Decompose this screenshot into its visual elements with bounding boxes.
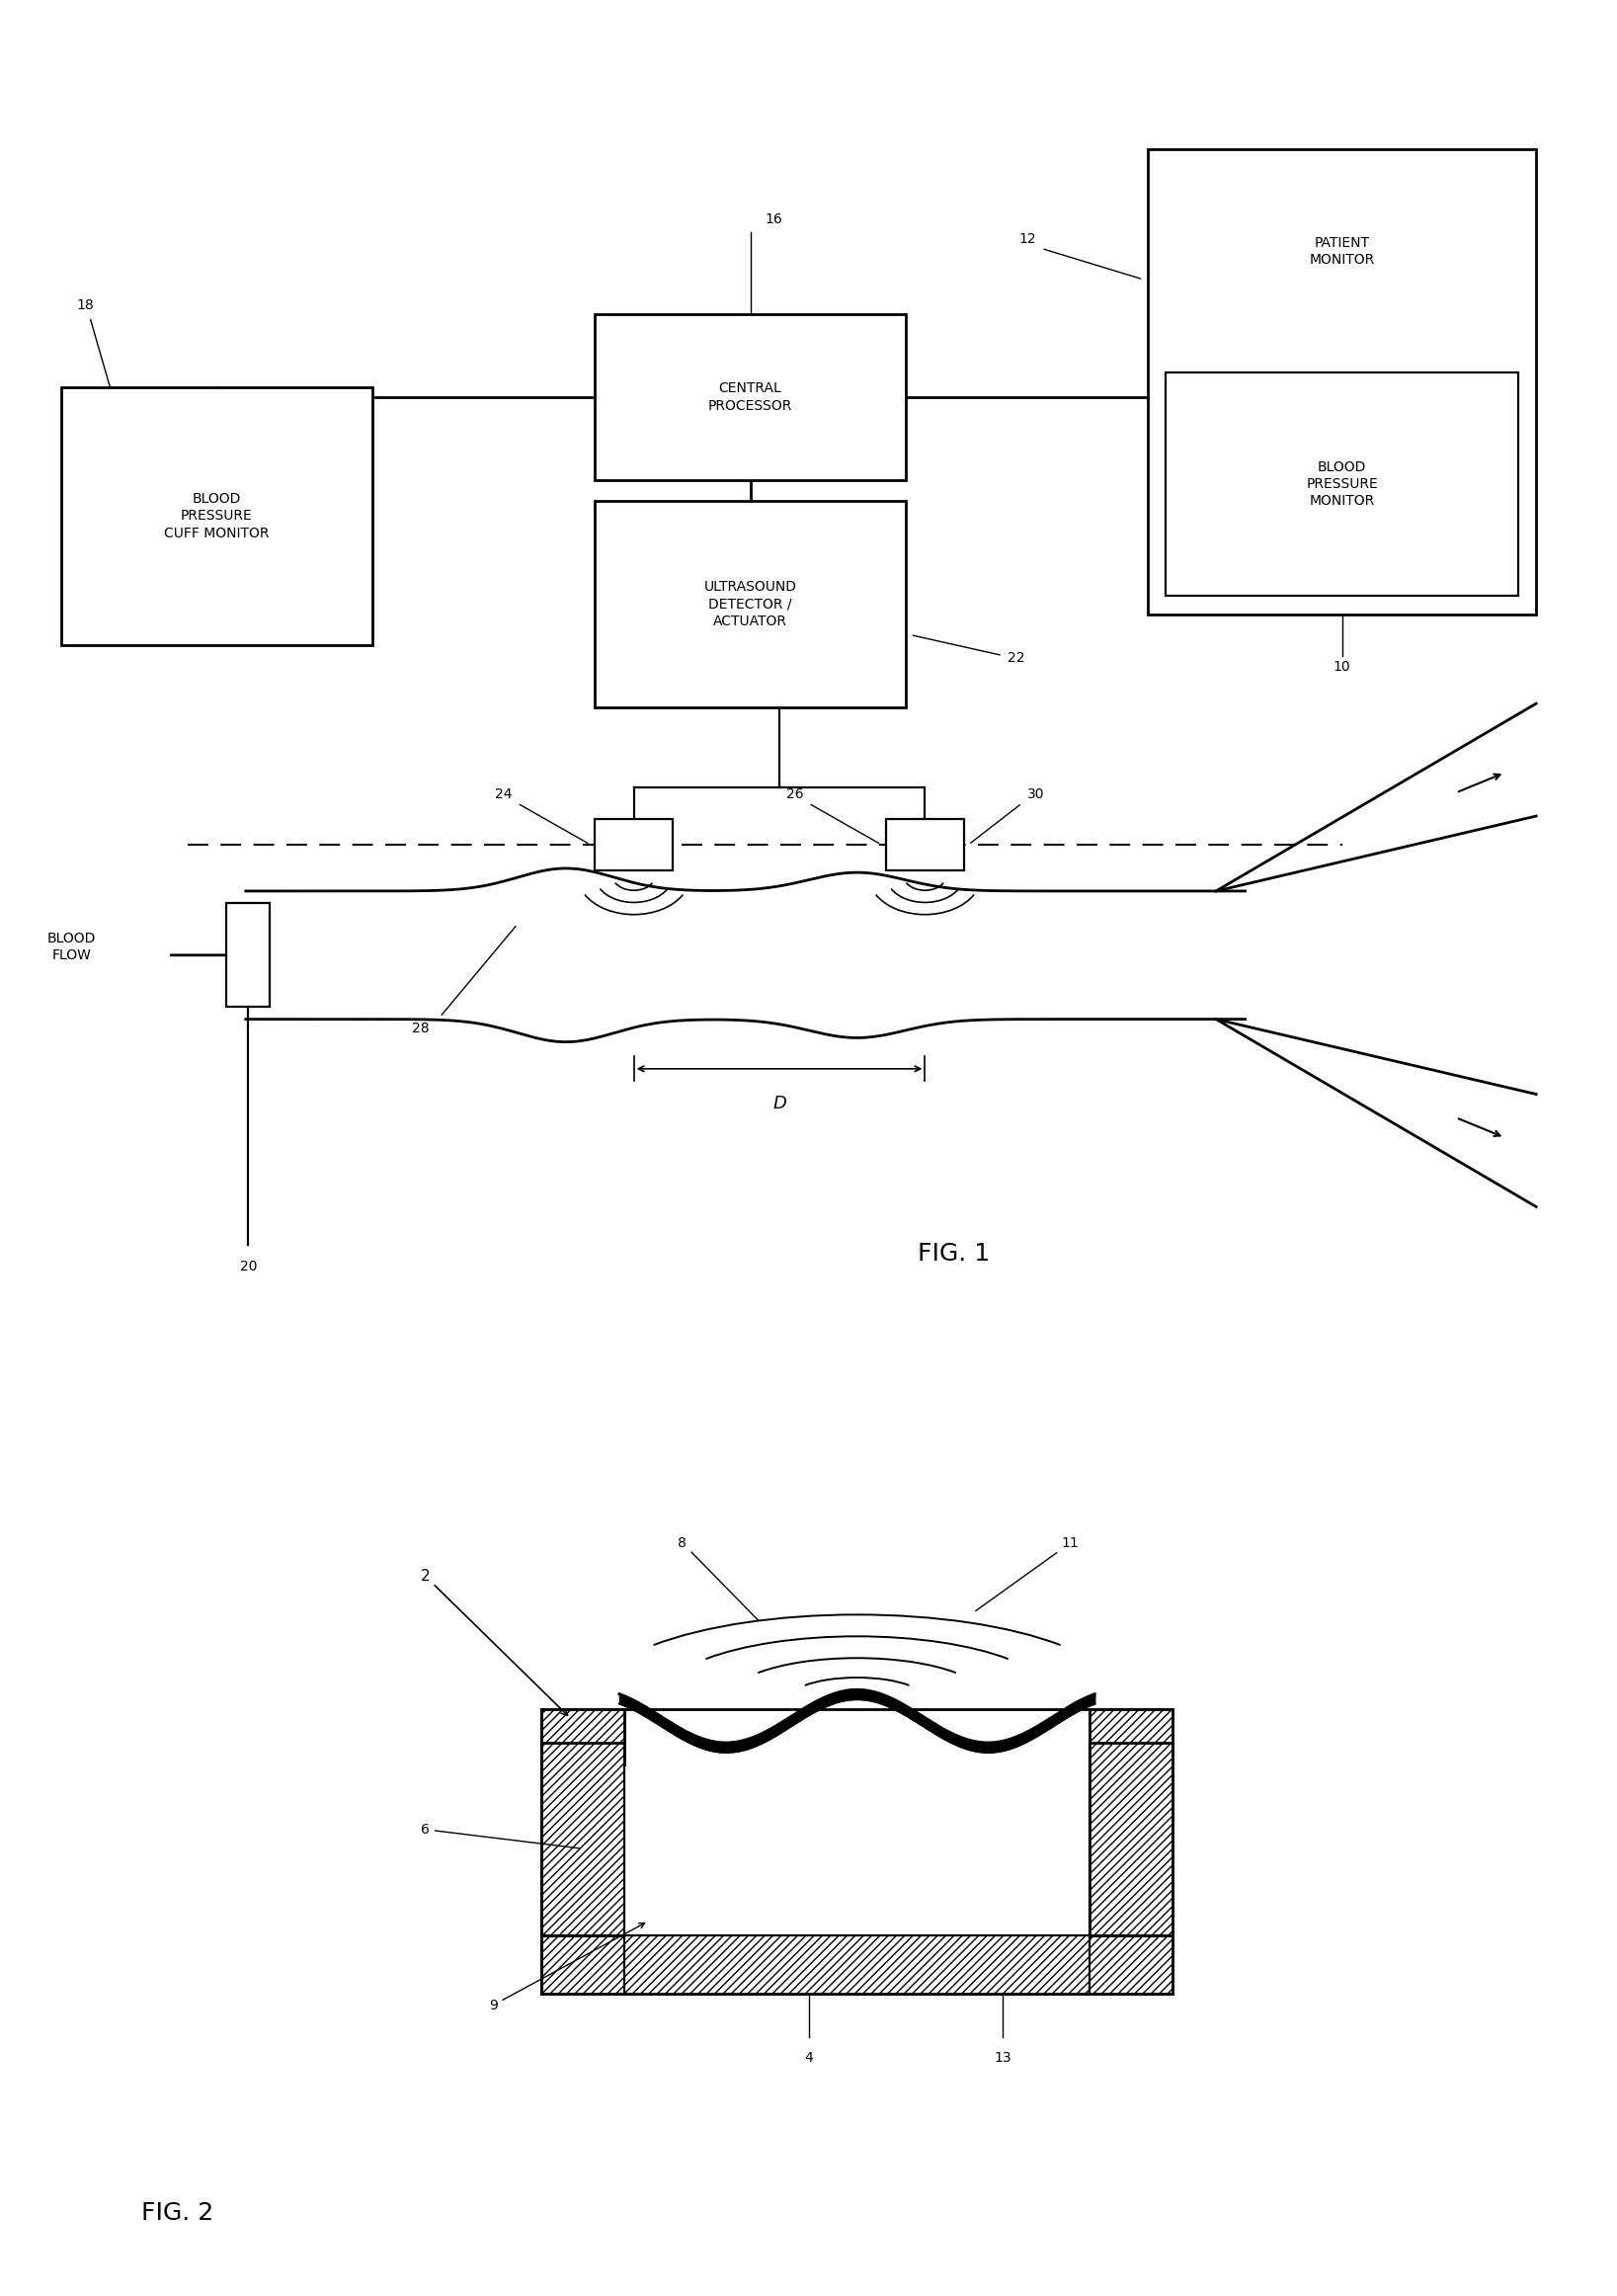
Text: 11: 11 [975, 1536, 1079, 1612]
Text: 10: 10 [1334, 661, 1350, 675]
Bar [542, 1936, 1172, 1993]
Bar [1090, 1708, 1172, 1936]
Bar [595, 315, 906, 480]
Bar [1148, 149, 1536, 613]
Text: 8: 8 [678, 1536, 758, 1621]
Bar [542, 1708, 624, 1743]
Bar [542, 1708, 624, 1936]
Bar [1090, 1708, 1172, 1936]
Text: 2: 2 [420, 1568, 568, 1715]
Text: 6: 6 [420, 1823, 581, 1848]
Text: ULTRASOUND
DETECTOR /
ACTUATOR: ULTRASOUND DETECTOR / ACTUATOR [703, 581, 797, 627]
Text: PATIENT
MONITOR: PATIENT MONITOR [1310, 236, 1374, 266]
Text: 28: 28 [412, 1022, 429, 1035]
Text: BLOOD
PRESSURE
CUFF MONITOR: BLOOD PRESSURE CUFF MONITOR [163, 491, 270, 540]
Text: FIG. 2: FIG. 2 [142, 2202, 213, 2225]
Text: 24: 24 [495, 788, 513, 801]
Bar [226, 902, 270, 1006]
Bar [1166, 372, 1518, 595]
Text: 30: 30 [1027, 788, 1045, 801]
Text: BLOOD
PRESSURE
MONITOR: BLOOD PRESSURE MONITOR [1307, 459, 1378, 507]
Bar [542, 1936, 1172, 1993]
Text: 22: 22 [1007, 650, 1025, 664]
Bar [595, 820, 673, 870]
Text: BLOOD
FLOW: BLOOD FLOW [47, 932, 95, 962]
Text: 12: 12 [1019, 232, 1036, 246]
Text: 20: 20 [239, 1261, 257, 1274]
Bar [542, 1708, 624, 1936]
Text: 16: 16 [765, 214, 783, 227]
Text: 9: 9 [488, 1924, 645, 2011]
Text: 4: 4 [804, 2050, 813, 2064]
Text: 18: 18 [78, 298, 94, 312]
Bar [886, 820, 964, 870]
Text: 26: 26 [786, 788, 804, 801]
Text: FIG. 1: FIG. 1 [918, 1242, 990, 1265]
Bar [1090, 1708, 1172, 1743]
Text: 13: 13 [994, 2050, 1011, 2064]
Bar [595, 501, 906, 707]
Bar [624, 1768, 1090, 1993]
Text: CENTRAL
PROCESSOR: CENTRAL PROCESSOR [708, 381, 792, 413]
Text: D: D [773, 1095, 786, 1111]
Bar [542, 1708, 624, 1743]
Bar [61, 386, 372, 645]
Bar [1090, 1708, 1172, 1743]
